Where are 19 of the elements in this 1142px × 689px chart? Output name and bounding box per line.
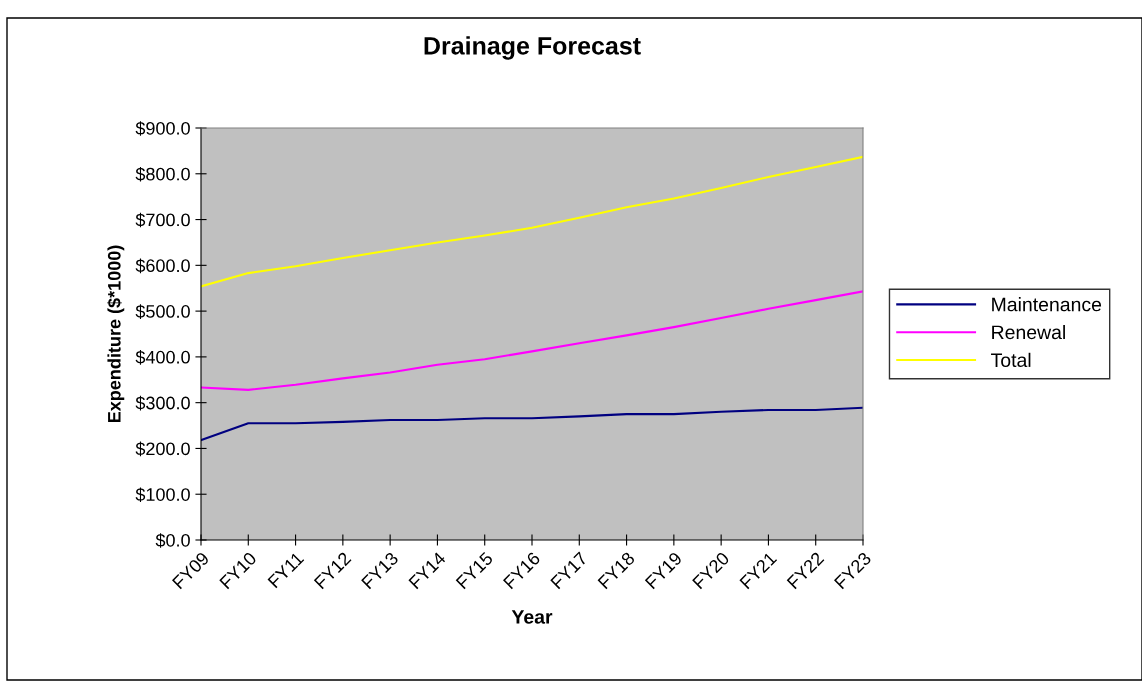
y-tick-label: $0.0 (155, 533, 190, 548)
y-tick-label: $800.0 (135, 166, 190, 182)
y-tick-label: $300.0 (135, 395, 190, 411)
legend-label: Total (991, 352, 1031, 368)
y-tick-label: $500.0 (135, 304, 190, 319)
x-axis-title: Year (511, 610, 553, 624)
legend-label: Renewal (992, 324, 1065, 340)
y-tick-label: $700.0 (135, 212, 190, 228)
y-tick-label: $900.0 (135, 121, 190, 136)
line-series (201, 290, 863, 391)
line-series (201, 155, 863, 288)
y-tick-label: $100.0 (135, 487, 190, 503)
y-tick-label: $200.0 (135, 441, 190, 457)
legend-label: Maintenance (992, 297, 1102, 312)
y-tick-label: $400.0 (135, 350, 190, 365)
y-tick-label: $600.0 (135, 258, 190, 274)
y-axis-title: Expenditure ($*1000) (107, 245, 125, 423)
line-series (201, 406, 863, 442)
chart-title: Drainage Forecast (424, 36, 641, 60)
